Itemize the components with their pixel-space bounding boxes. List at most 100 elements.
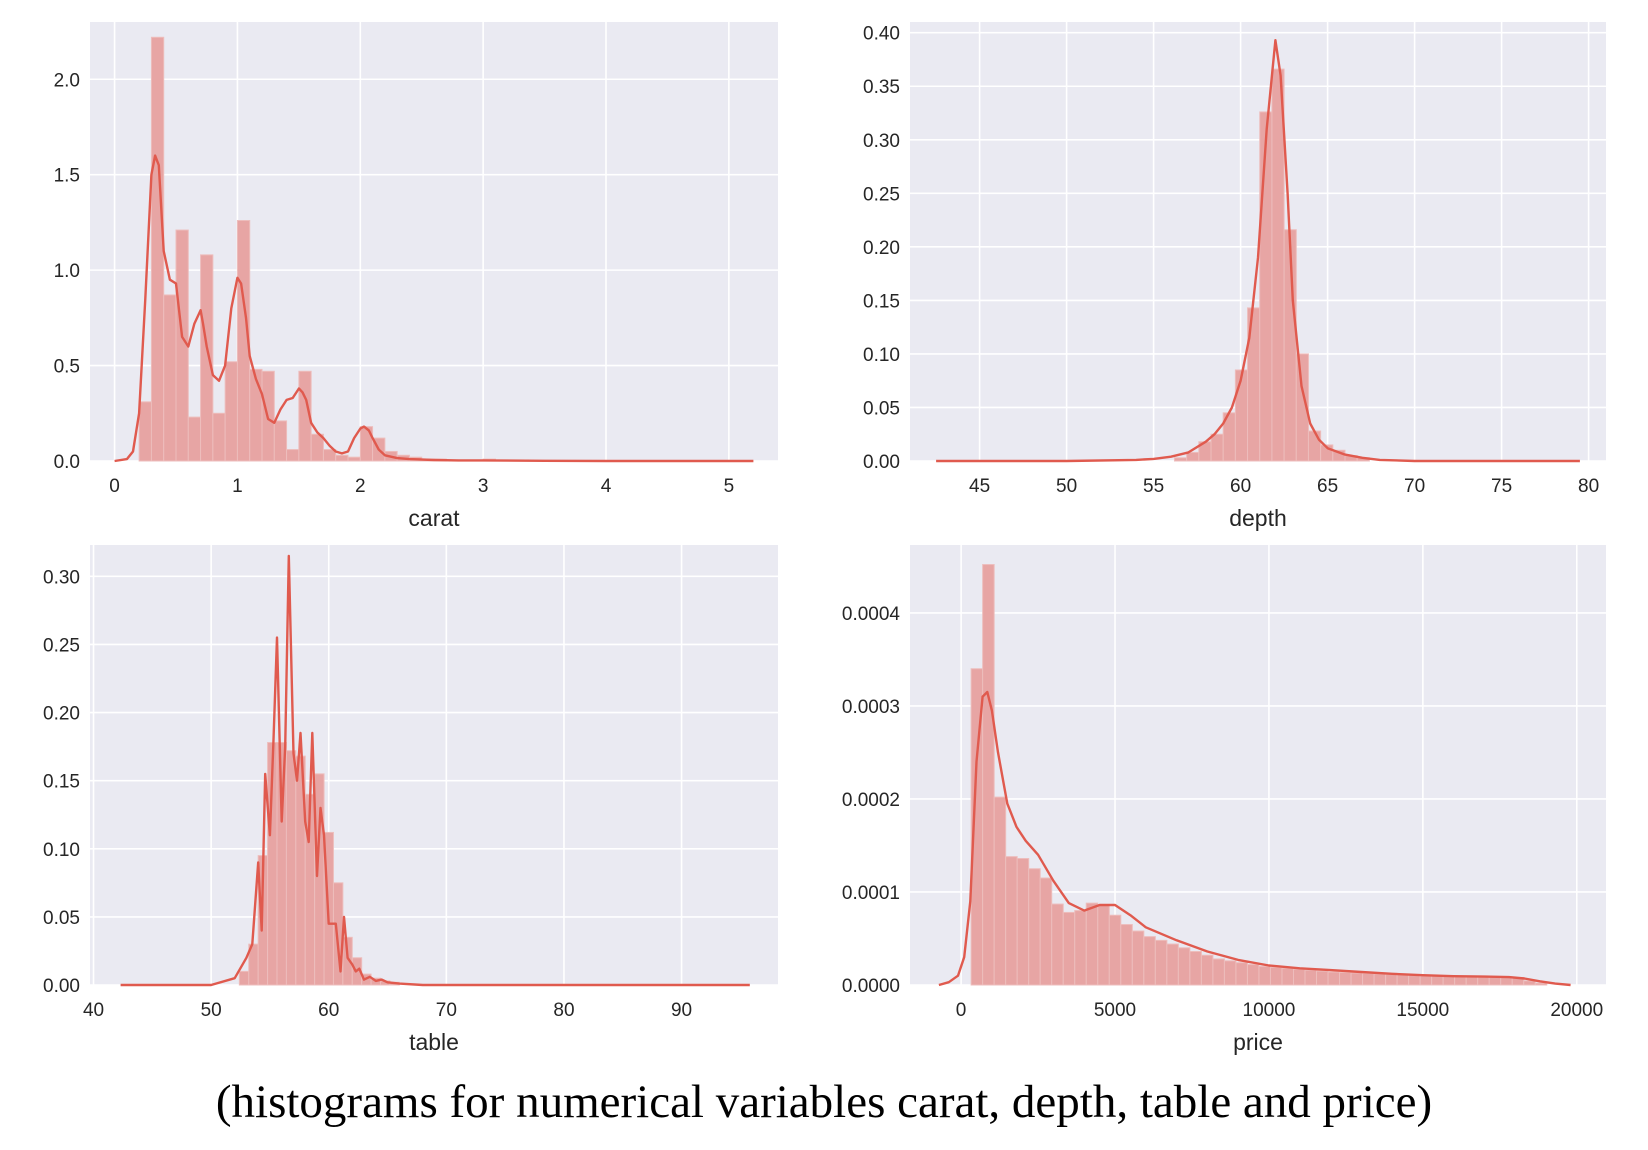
histogram-bar bbox=[1189, 951, 1202, 986]
y-tick-label: 0.30 bbox=[43, 567, 80, 588]
x-tick-label: 15000 bbox=[1396, 1000, 1449, 1021]
histogram-bar bbox=[1223, 960, 1237, 986]
plot-background bbox=[90, 22, 778, 461]
histogram-bar bbox=[1028, 868, 1041, 986]
histogram-bar bbox=[1212, 958, 1225, 986]
histogram-bar bbox=[1339, 971, 1352, 986]
histogram-bar bbox=[163, 294, 177, 462]
x-tick-label: 1 bbox=[232, 476, 243, 497]
histogram-bar bbox=[1234, 369, 1249, 462]
histogram-bar bbox=[286, 449, 300, 462]
histogram-bar bbox=[187, 416, 202, 462]
x-tick-label: 2 bbox=[355, 476, 366, 497]
y-tick-label: 0.10 bbox=[863, 345, 900, 366]
histogram-bar bbox=[1419, 974, 1433, 986]
x-tick-label: 5000 bbox=[1094, 1000, 1136, 1021]
plot-background bbox=[90, 545, 778, 985]
histogram-bar bbox=[1085, 902, 1099, 986]
histogram-bar bbox=[1051, 903, 1064, 986]
histogram-bar bbox=[1259, 111, 1273, 462]
histogram-bar bbox=[1246, 964, 1260, 986]
histogram-panel-depth: 0.00 0.05 0.10 0.15 0.20 0.25 0.30 0.35 0.40 45 50… bbox=[863, 22, 1606, 531]
histogram-bar bbox=[200, 254, 214, 462]
histogram-bar bbox=[310, 433, 324, 462]
histogram-bar bbox=[1362, 972, 1375, 986]
x-axis-label: table bbox=[409, 1029, 459, 1055]
histogram-panel-carat: 0.0 0.5 1.0 1.5 2.0 0 1 2 3 4 5 carat bbox=[54, 22, 778, 531]
histogram-bar bbox=[314, 773, 325, 986]
kde-line bbox=[120, 554, 750, 987]
x-tick-label: 0 bbox=[109, 476, 120, 497]
y-tick-label: 0.20 bbox=[43, 704, 80, 725]
y-tick-label: 0.5 bbox=[54, 357, 80, 378]
histogram-bar bbox=[150, 36, 165, 462]
x-tick-label: 45 bbox=[969, 476, 990, 497]
y-tick-label: 0.0001 bbox=[842, 883, 900, 904]
y-tick-label: 1.0 bbox=[54, 261, 80, 282]
histogram-bar bbox=[1258, 965, 1271, 986]
x-tick-label: 0 bbox=[956, 1000, 967, 1021]
x-tick-label: 20000 bbox=[1550, 1000, 1603, 1021]
y-tick-label: 0.10 bbox=[43, 840, 80, 861]
y-tick-label: 1.5 bbox=[54, 166, 80, 187]
histogram-bar bbox=[273, 420, 288, 462]
histogram-bar bbox=[1431, 975, 1444, 986]
x-tick-label: 5 bbox=[724, 476, 735, 497]
histogram-bar bbox=[1534, 982, 1548, 986]
histogram-bar bbox=[1108, 914, 1122, 986]
histogram-bar bbox=[1304, 969, 1318, 986]
y-tick-label: 0.40 bbox=[863, 24, 900, 45]
histogram-bar bbox=[1408, 974, 1421, 986]
kde-line bbox=[936, 39, 1580, 463]
histogram-bar bbox=[993, 796, 1007, 986]
histogram-bar bbox=[982, 564, 995, 986]
histogram-bar bbox=[1307, 430, 1322, 462]
histogram-bar bbox=[1396, 974, 1410, 986]
histogram-bar bbox=[1186, 451, 1200, 462]
y-tick-label: 0.0000 bbox=[842, 976, 900, 997]
y-tick-label: 0.05 bbox=[863, 398, 900, 419]
histogram-bar bbox=[224, 361, 238, 462]
histogram-bar bbox=[1373, 973, 1387, 986]
histogram-bar bbox=[1154, 939, 1168, 986]
y-tick-label: 0.25 bbox=[863, 184, 900, 205]
kde-line bbox=[938, 690, 1571, 987]
histogram-bar bbox=[238, 970, 250, 986]
histogram-bar bbox=[1316, 970, 1329, 986]
histogram-bar bbox=[1200, 954, 1214, 986]
y-tick-label: 0.20 bbox=[863, 238, 900, 259]
histogram-bar bbox=[285, 750, 297, 986]
figure-caption: (histograms for numerical variables cara… bbox=[215, 1076, 1433, 1128]
y-tick-label: 0.0 bbox=[54, 452, 80, 473]
histogram-bar bbox=[249, 368, 263, 462]
x-tick-label: 4 bbox=[601, 476, 612, 497]
histogram-bar bbox=[1062, 911, 1076, 986]
histogram-bar bbox=[1177, 947, 1191, 986]
histogram-bar bbox=[347, 456, 361, 462]
histogram-panel-price: 0.0000 0.0001 0.0002 0.0003 0.0004 0 5000 10000… bbox=[842, 545, 1606, 1055]
y-tick-label: 0.0003 bbox=[842, 697, 900, 718]
histogram-bar bbox=[212, 412, 226, 462]
kde-line bbox=[114, 154, 754, 463]
x-tick-label: 70 bbox=[436, 1000, 457, 1021]
histogram-bar bbox=[1292, 968, 1306, 986]
x-tick-label: 55 bbox=[1143, 476, 1164, 497]
x-tick-label: 40 bbox=[83, 1000, 104, 1021]
x-tick-label: 50 bbox=[1056, 476, 1077, 497]
histogram-bar bbox=[1327, 971, 1341, 986]
x-tick-label: 10000 bbox=[1243, 1000, 1296, 1021]
histogram-bar bbox=[1039, 877, 1053, 986]
y-tick-label: 0.25 bbox=[43, 635, 80, 656]
x-tick-label: 90 bbox=[671, 1000, 692, 1021]
x-axis-label: price bbox=[1233, 1029, 1283, 1055]
y-tick-label: 0.00 bbox=[43, 976, 80, 997]
histogram-bar bbox=[1016, 857, 1030, 986]
x-tick-label: 80 bbox=[553, 1000, 574, 1021]
y-tick-label: 0.30 bbox=[863, 131, 900, 152]
x-tick-label: 60 bbox=[1230, 476, 1251, 497]
histogram-bar bbox=[335, 454, 349, 462]
histogram-bar bbox=[1295, 353, 1309, 462]
histogram-figure: 0.00.51.01.52.00 1 2 3 4 5carat0.000.050.100.… bbox=[43, 22, 1606, 1055]
histogram-bar bbox=[1166, 943, 1179, 986]
x-axis-label: carat bbox=[408, 505, 460, 531]
